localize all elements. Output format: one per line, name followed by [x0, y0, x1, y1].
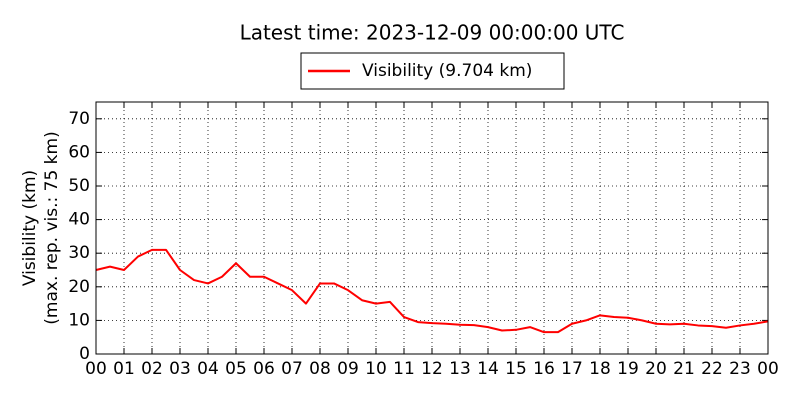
x-tick-label: 20 [645, 359, 667, 379]
x-tick-label: 13 [449, 359, 471, 379]
y-axis-label: Visibility (km) [20, 170, 40, 286]
x-tick-label: 12 [421, 359, 443, 379]
x-tick-label: 18 [589, 359, 611, 379]
chart-title: Latest time: 2023-12-09 00:00:00 UTC [240, 21, 625, 45]
x-tick-label: 02 [141, 359, 163, 379]
y-axis-label: (max. rep. vis.: 75 km) [42, 131, 62, 324]
data-line [95, 248, 769, 334]
x-tick-label: 07 [281, 359, 303, 379]
y-tick-label: 10 [68, 310, 90, 330]
x-tick-label: 04 [197, 359, 219, 379]
x-tick-label: 15 [505, 359, 527, 379]
x-tick-label: 05 [225, 359, 247, 379]
y-tick-label: 50 [68, 176, 90, 196]
x-tick-label: 06 [253, 359, 275, 379]
x-tick-label: 11 [393, 359, 415, 379]
y-tick-label: 40 [68, 210, 90, 230]
legend-label: Visibility (9.704 km) [362, 61, 532, 81]
x-tick-label: 01 [113, 359, 135, 379]
y-tick-label: 70 [68, 109, 90, 129]
y-tick-label: 60 [68, 142, 90, 162]
x-tick-label: 08 [309, 359, 331, 379]
x-tick-label: 22 [701, 359, 723, 379]
x-tick-label: 16 [533, 359, 555, 379]
x-tick-label: 14 [477, 359, 499, 379]
x-tick-label: 00 [757, 359, 779, 379]
y-tick-label: 20 [68, 277, 90, 297]
x-tick-label: 00 [85, 359, 107, 379]
x-tick-label: 03 [169, 359, 191, 379]
x-tick-label: 21 [673, 359, 695, 379]
y-tick-label: 30 [68, 243, 90, 263]
x-tick-label: 17 [561, 359, 583, 379]
x-tick-label: 23 [729, 359, 751, 379]
plot-frame [95, 101, 769, 355]
x-tick-label: 09 [337, 359, 359, 379]
x-tick-label: 10 [365, 359, 387, 379]
y-tick-label: 0 [79, 344, 90, 364]
x-tick-label: 19 [617, 359, 639, 379]
